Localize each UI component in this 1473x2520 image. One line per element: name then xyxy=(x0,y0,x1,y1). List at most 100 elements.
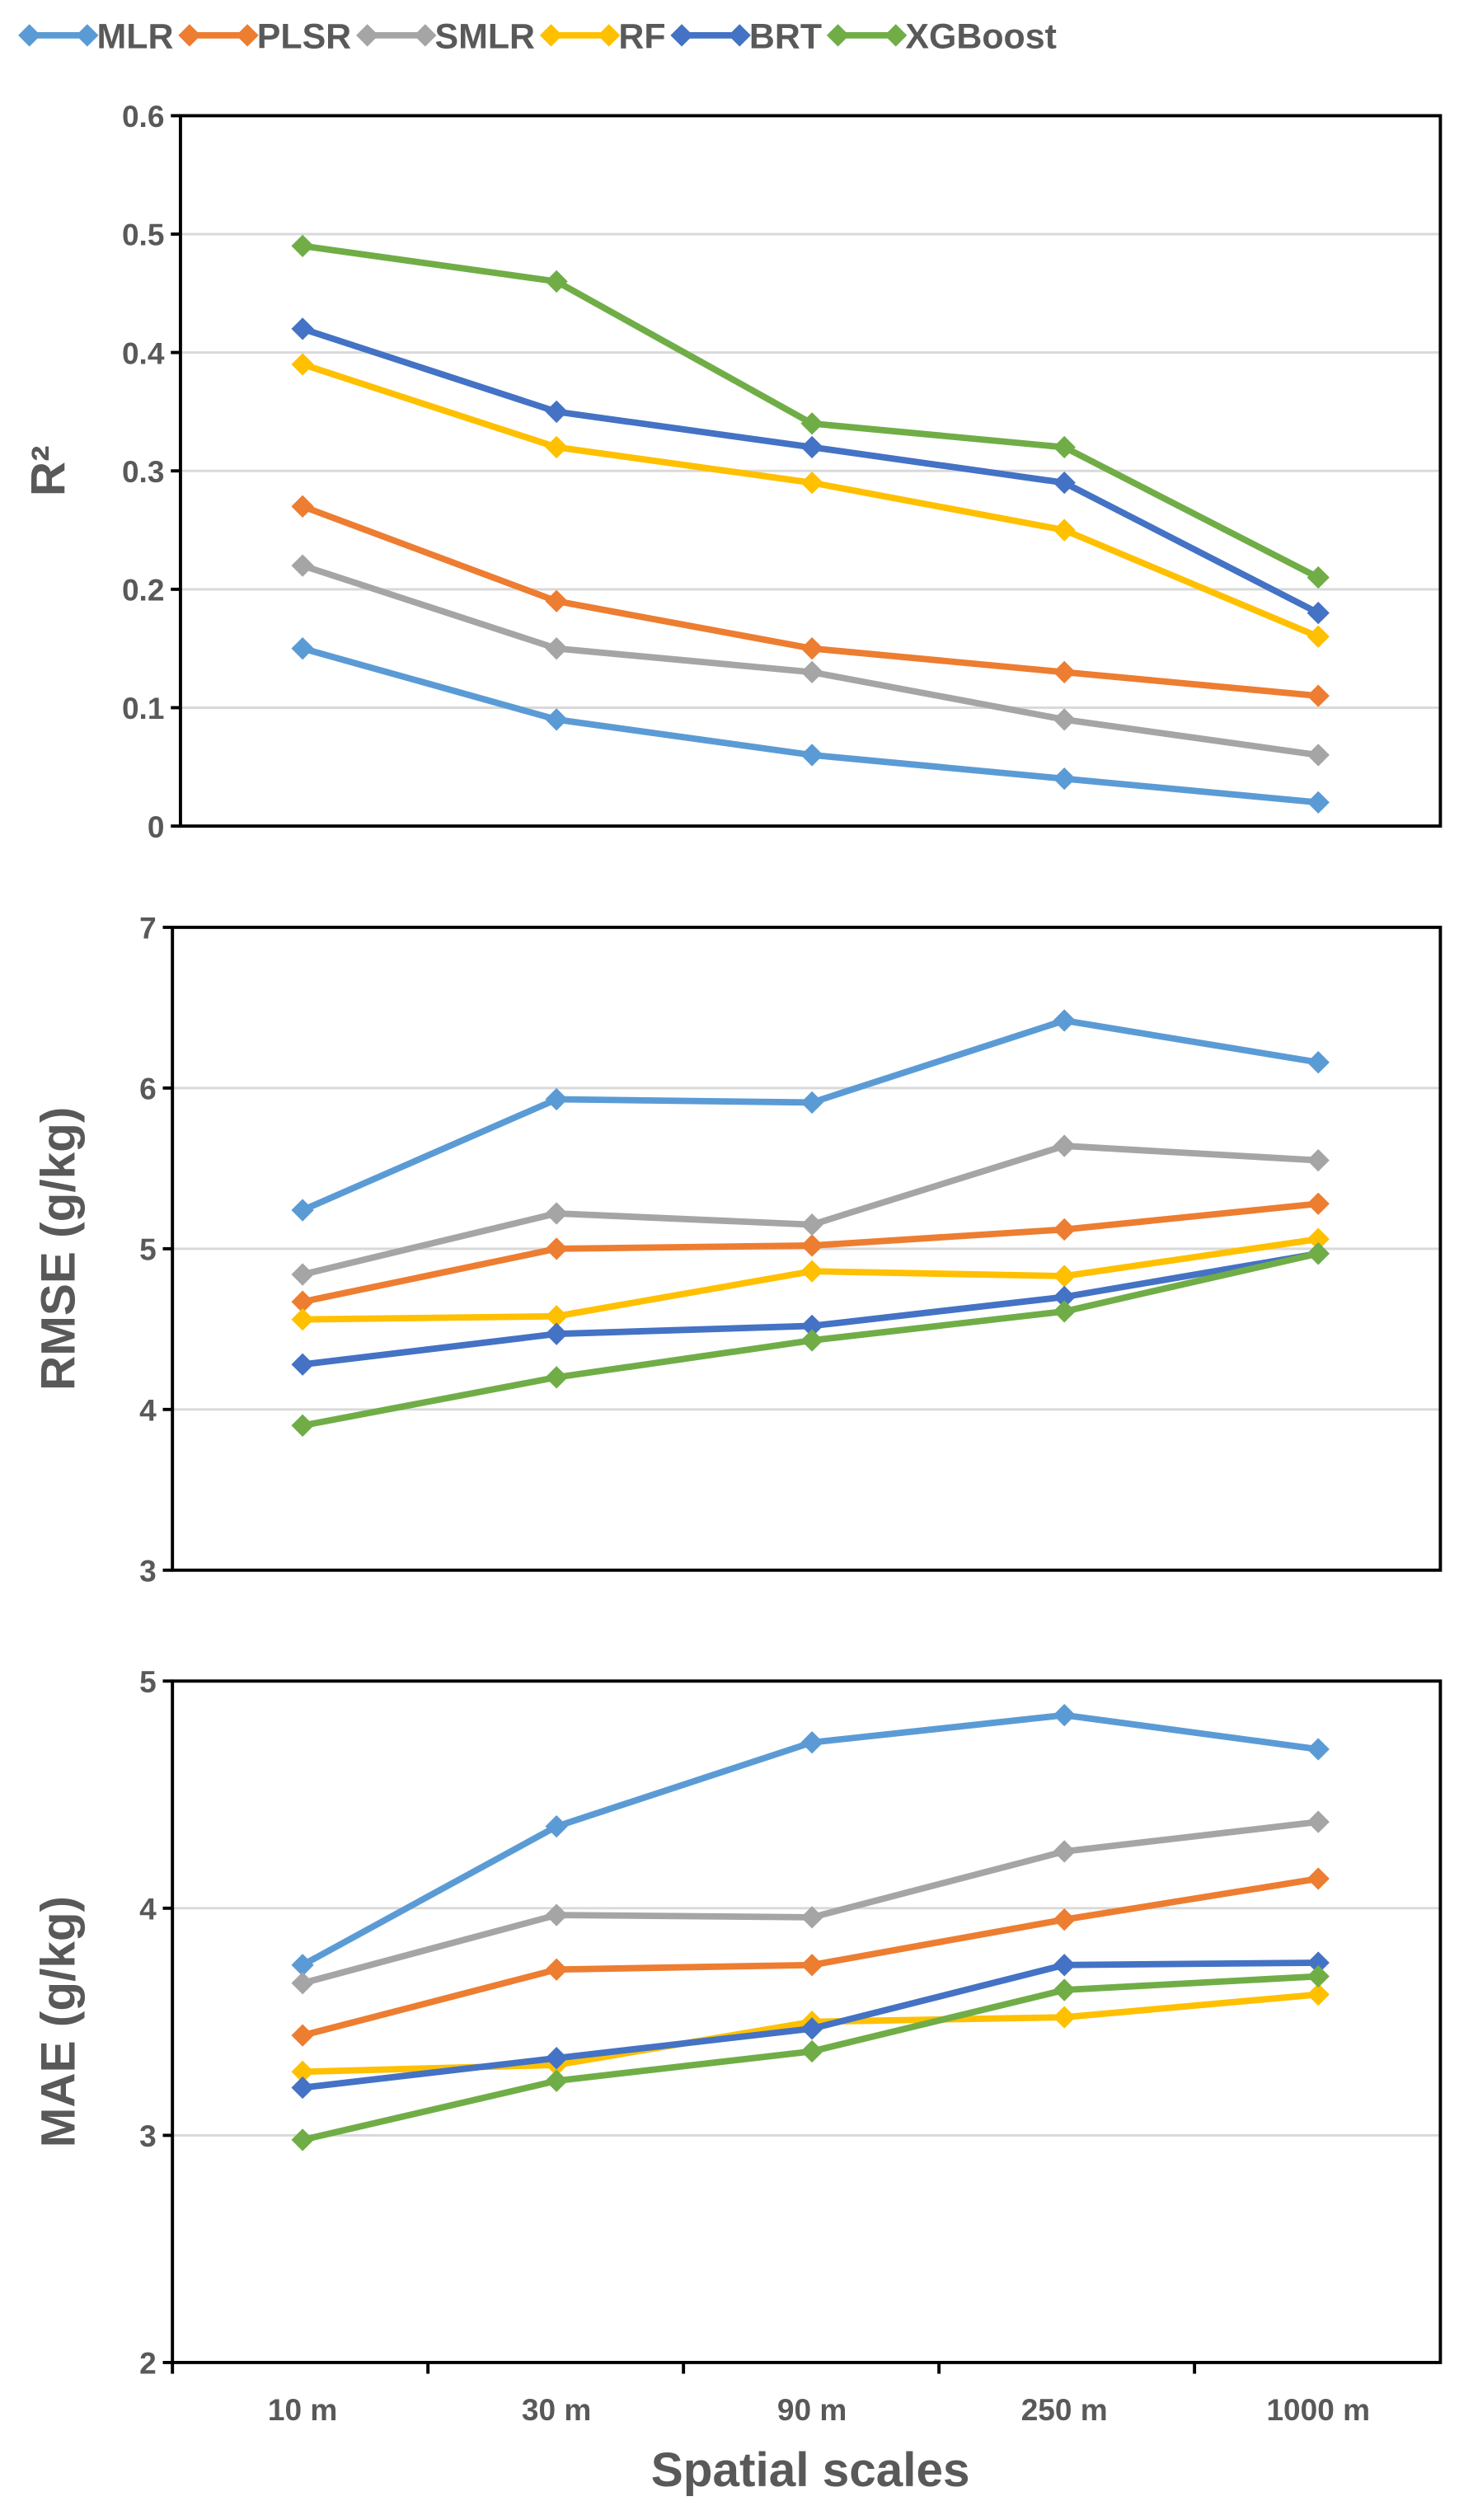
data-point xyxy=(545,1366,568,1389)
y-tick-label: 0.1 xyxy=(122,691,164,725)
data-point xyxy=(291,1954,314,1977)
data-point xyxy=(291,2024,314,2047)
series-line xyxy=(301,1017,1319,1213)
panel-3: 2 3 4 5 MAE (g/kg) 10 m 30 m 90 m 250 m 1000 m Spa… xyxy=(31,1664,1443,2497)
data-point xyxy=(1053,1978,1076,2001)
data-point xyxy=(1306,1810,1330,1833)
x-tick-label: 10 m xyxy=(268,2392,337,2427)
data-point xyxy=(291,2060,314,2083)
data-point xyxy=(800,1954,823,1977)
legend-marker xyxy=(826,24,850,47)
data-point xyxy=(545,1903,568,1926)
data-point xyxy=(1306,565,1330,589)
y-tick-label: 0.4 xyxy=(122,336,165,370)
data-point xyxy=(545,708,568,731)
legend-marker xyxy=(884,24,908,47)
legend-marker xyxy=(670,24,693,47)
data-point xyxy=(1306,1148,1330,1172)
y-tick-label: 5 xyxy=(139,1232,157,1267)
series-xgboost xyxy=(291,234,1330,589)
data-point xyxy=(800,435,823,459)
data-point xyxy=(800,637,823,660)
data-point xyxy=(800,1091,823,1115)
series-xgboost xyxy=(291,1964,1330,2152)
y-tick-label: 0.2 xyxy=(122,573,164,608)
legend-label: BRT xyxy=(749,16,822,56)
data-point xyxy=(1306,601,1330,625)
legend-marker xyxy=(178,24,201,47)
data-point xyxy=(1306,791,1330,814)
x-axis-label: Spatial scales xyxy=(651,2443,970,2497)
data-point xyxy=(1053,1840,1076,1863)
series-mlr xyxy=(291,637,1330,814)
data-point xyxy=(800,1234,823,1257)
data-point xyxy=(291,1414,314,1437)
data-point xyxy=(1306,1738,1330,1761)
data-point xyxy=(1306,684,1330,707)
legend: MLR PLSR SMLR RF BRT XGBoost xyxy=(18,16,1057,56)
data-point xyxy=(800,1731,823,1754)
data-point xyxy=(1053,767,1076,791)
data-point xyxy=(800,471,823,495)
data-point xyxy=(291,637,314,660)
data-point xyxy=(1053,1265,1076,1288)
data-point xyxy=(291,1972,314,1995)
data-point xyxy=(291,1353,314,1376)
data-point xyxy=(1053,471,1076,495)
data-point xyxy=(1053,519,1076,542)
data-point xyxy=(291,554,314,577)
legend-item-rf: RF xyxy=(539,16,666,56)
legend-item-plsr: PLSR xyxy=(178,16,351,56)
data-point xyxy=(291,353,314,376)
data-point xyxy=(291,1199,314,1222)
legend-marker xyxy=(356,24,379,47)
data-point xyxy=(545,435,568,459)
y-tick-label: 3 xyxy=(139,1553,157,1588)
data-point xyxy=(291,317,314,340)
y-tick-label: 5 xyxy=(139,1664,157,1699)
data-point xyxy=(1053,660,1076,684)
data-point xyxy=(545,1202,568,1225)
data-point xyxy=(800,2039,823,2063)
data-point xyxy=(545,637,568,660)
data-point xyxy=(1306,1192,1330,1215)
y-axis-label: RMSE (g/kg) xyxy=(31,1107,85,1391)
series-mlr xyxy=(291,1009,1330,1222)
legend-label: XGBoost xyxy=(905,16,1056,56)
panel-2: 3 4 5 6 7 RMSE (g/kg) xyxy=(31,911,1443,1588)
data-point xyxy=(1053,2006,1076,2029)
series-plsr xyxy=(291,1192,1330,1313)
series-xgboost xyxy=(291,1242,1330,1437)
legend-marker xyxy=(236,24,259,47)
y-tick-label: 6 xyxy=(139,1072,157,1106)
data-point xyxy=(800,1906,823,1929)
x-tick-label: 90 m xyxy=(777,2392,847,2427)
x-tick-label: 1000 m xyxy=(1266,2392,1370,2427)
legend-marker xyxy=(728,24,751,47)
data-point xyxy=(1053,1954,1076,1977)
plot-frame xyxy=(171,925,1443,1572)
data-point xyxy=(1053,1009,1076,1032)
legend-label: PLSR xyxy=(257,16,351,56)
data-point xyxy=(1306,1867,1330,1890)
data-point xyxy=(545,1087,568,1111)
x-tick-label: 30 m xyxy=(522,2392,591,2427)
data-point xyxy=(545,1237,568,1260)
y-tick-label: 0.6 xyxy=(122,99,164,134)
data-point xyxy=(800,1213,823,1237)
data-point xyxy=(291,2128,314,2152)
data-point xyxy=(1053,1218,1076,1241)
legend-label: RF xyxy=(618,16,665,56)
data-point xyxy=(545,1815,568,1838)
data-point xyxy=(1053,1134,1076,1157)
legend-marker xyxy=(76,24,99,47)
data-point xyxy=(800,1260,823,1283)
data-point xyxy=(545,2047,568,2070)
legend-item-mlr: MLR xyxy=(18,16,173,56)
data-point xyxy=(800,412,823,435)
y-tick-label: 0 xyxy=(148,809,165,844)
y-tick-label: 3 xyxy=(139,2119,157,2153)
legend-marker xyxy=(539,24,563,47)
data-point xyxy=(1053,1300,1076,1323)
